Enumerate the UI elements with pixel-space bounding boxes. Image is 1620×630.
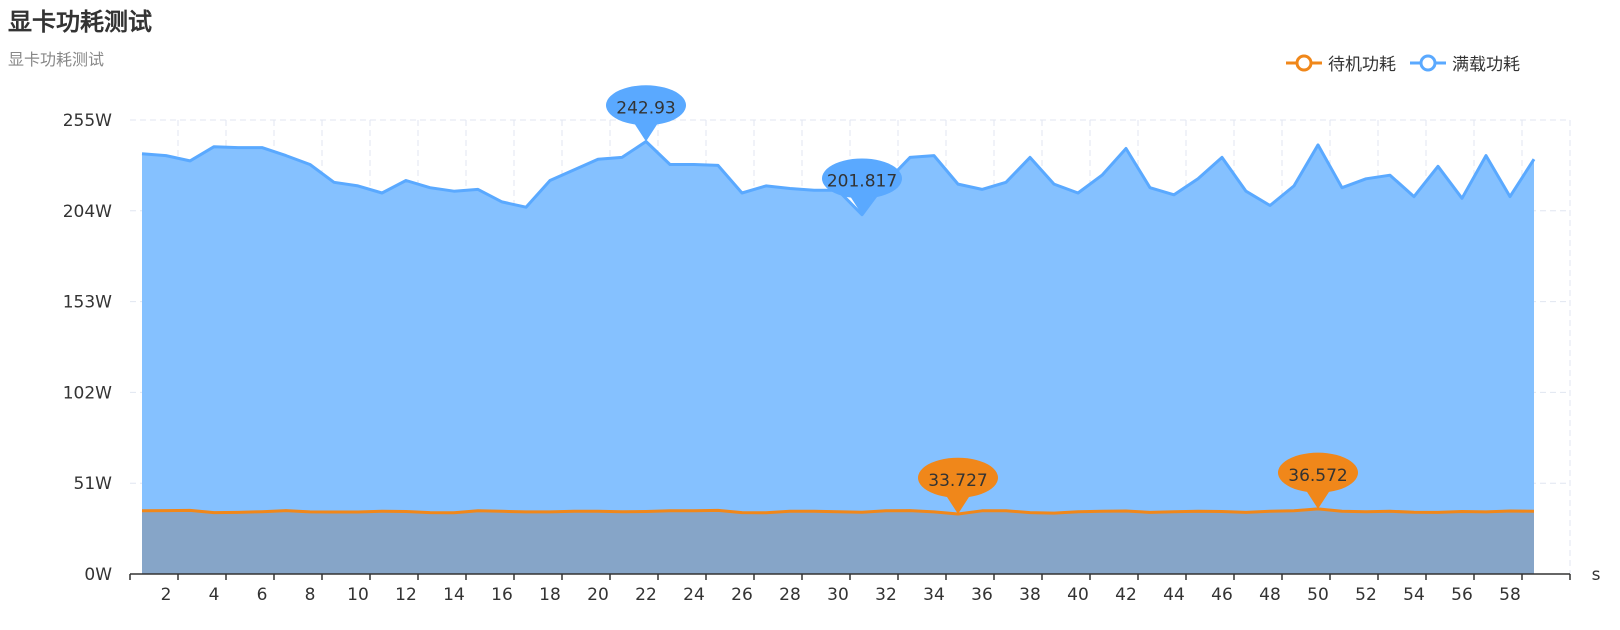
x-tick-label: 32 — [875, 585, 897, 605]
series-area-0 — [142, 141, 1534, 574]
legend-label-fullload: 满载功耗 — [1452, 55, 1520, 75]
legend-item-standby[interactable]: 待机功耗 — [1286, 50, 1396, 75]
x-tick-label: 40 — [1067, 585, 1089, 605]
x-tick-label: 8 — [305, 585, 316, 605]
x-tick-label: 14 — [443, 585, 465, 605]
x-tick-label: 10 — [347, 585, 369, 605]
x-tick-label: 38 — [1019, 585, 1041, 605]
x-tick-label: 6 — [257, 585, 268, 605]
legend-label-standby: 待机功耗 — [1328, 55, 1396, 75]
x-tick-label: 12 — [395, 585, 417, 605]
x-tick-label: 46 — [1211, 585, 1233, 605]
x-tick-label: 34 — [923, 585, 945, 605]
x-tick-label: 44 — [1163, 585, 1185, 605]
x-tick-label: 56 — [1451, 585, 1473, 605]
legend-item-fullload[interactable]: 满载功耗 — [1410, 50, 1520, 75]
series-area-1 — [142, 508, 1534, 574]
legend-marker-standby-icon — [1286, 54, 1322, 71]
series-line-1 — [141, 507, 1535, 516]
x-tick-label: 54 — [1403, 585, 1425, 605]
legend: 待机功耗 满载功耗 — [1286, 50, 1520, 75]
x-tick-label: 48 — [1259, 585, 1281, 605]
legend-marker-fullload-icon — [1410, 54, 1446, 71]
y-tick-label: 204W — [63, 202, 112, 222]
x-axis-unit: s — [1592, 565, 1601, 585]
x-tick-label: 4 — [209, 585, 220, 605]
chart-title: 显卡功耗测试 — [8, 8, 152, 36]
data-marker-label: 33.727 — [928, 471, 987, 491]
data-marker-pin — [606, 85, 686, 142]
x-tick-label: 26 — [731, 585, 753, 605]
x-tick-label: 30 — [827, 585, 849, 605]
x-tick-label: 28 — [779, 585, 801, 605]
x-tick-label: 22 — [635, 585, 657, 605]
x-tick-label: 2 — [161, 585, 172, 605]
x-tick-label: 20 — [587, 585, 609, 605]
y-tick-label: 255W — [63, 111, 112, 131]
data-marker-pin — [821, 158, 902, 215]
x-tick-label: 58 — [1499, 585, 1521, 605]
data-marker-label: 201.817 — [827, 172, 897, 192]
y-tick-label: 51W — [74, 474, 113, 494]
data-marker-label: 36.572 — [1288, 466, 1347, 486]
x-tick-label: 36 — [971, 585, 993, 605]
data-marker-pin — [1277, 452, 1358, 509]
data-marker-pin — [918, 457, 998, 514]
x-tick-label: 42 — [1115, 585, 1137, 605]
x-tick-label: 50 — [1307, 585, 1329, 605]
chart-subtitle: 显卡功耗测试 — [8, 50, 105, 69]
data-marker-label: 242.93 — [616, 98, 675, 118]
y-tick-label: 0W — [84, 565, 112, 585]
x-tick-label: 18 — [539, 585, 561, 605]
y-tick-label: 102W — [63, 383, 112, 403]
x-tick-label: 52 — [1355, 585, 1377, 605]
y-tick-label: 153W — [63, 293, 112, 313]
x-tick-label: 24 — [683, 585, 705, 605]
x-tick-label: 16 — [491, 585, 513, 605]
